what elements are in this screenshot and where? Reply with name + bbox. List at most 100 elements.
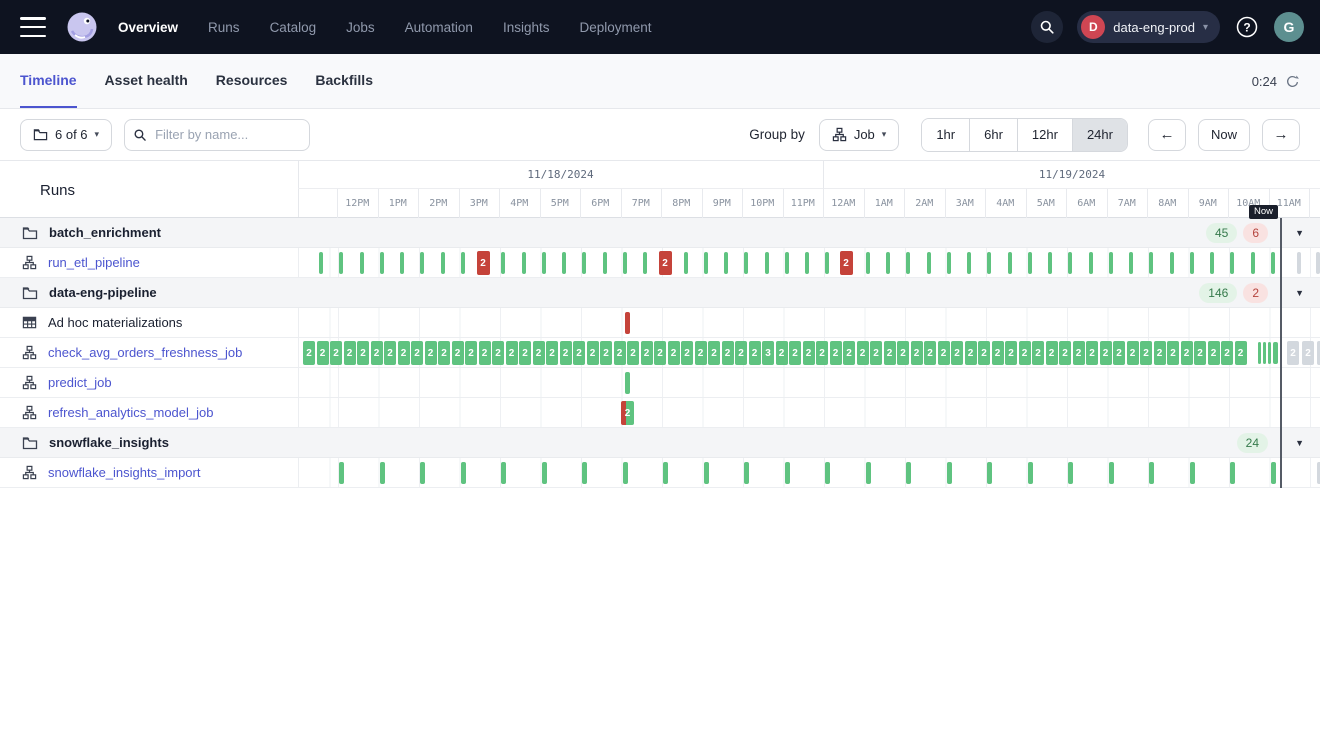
success-run-bar[interactable] bbox=[946, 252, 951, 274]
success-run-bar[interactable]: 2 bbox=[316, 341, 329, 365]
success-run-bar[interactable] bbox=[1189, 252, 1194, 274]
success-run-bar[interactable]: 2 bbox=[708, 341, 720, 365]
success-run-bar[interactable] bbox=[622, 252, 627, 274]
success-run-bar[interactable] bbox=[1169, 252, 1174, 274]
failure-run-bar[interactable]: 2 bbox=[476, 251, 490, 275]
success-run-bar[interactable]: 2 bbox=[870, 341, 882, 365]
success-run-bar[interactable]: 2 bbox=[667, 341, 680, 365]
success-run-bar[interactable]: 2 bbox=[1207, 341, 1220, 365]
success-run-bar[interactable]: 2 bbox=[748, 341, 761, 365]
success-run-bar[interactable] bbox=[541, 252, 546, 274]
tab-resources[interactable]: Resources bbox=[215, 72, 288, 88]
success-run-bar[interactable] bbox=[1027, 252, 1032, 274]
job-name-link[interactable]: run_etl_pipeline bbox=[48, 255, 140, 270]
success-run-bar[interactable] bbox=[1149, 462, 1154, 484]
success-run-bar[interactable] bbox=[1048, 252, 1052, 274]
success-run-bar[interactable]: 2 bbox=[600, 341, 612, 365]
workspace-selector[interactable]: D data-eng-prod ▾ bbox=[1077, 11, 1220, 43]
success-run-bar[interactable]: 2 bbox=[856, 341, 869, 365]
user-avatar[interactable]: G bbox=[1274, 12, 1304, 42]
success-run-bar[interactable]: 2 bbox=[1086, 341, 1098, 365]
success-run-bar[interactable]: 2 bbox=[654, 341, 666, 365]
success-run-bar[interactable]: 2 bbox=[924, 341, 936, 365]
success-run-bar[interactable]: 2 bbox=[775, 341, 788, 365]
scheduled-run-bar[interactable]: 2 bbox=[1302, 341, 1314, 365]
success-run-bar[interactable]: 2 bbox=[438, 341, 450, 365]
success-run-bar[interactable] bbox=[1068, 252, 1073, 274]
success-run-bar[interactable]: 2 bbox=[330, 341, 342, 365]
success-run-bar[interactable]: 2 bbox=[1180, 341, 1193, 365]
nav-item-runs[interactable]: Runs bbox=[208, 19, 240, 35]
success-run-bar[interactable] bbox=[379, 252, 384, 274]
success-run-bar[interactable]: 2 bbox=[789, 341, 801, 365]
success-run-bar[interactable] bbox=[1250, 252, 1255, 274]
success-run-bar[interactable]: 2 bbox=[303, 341, 315, 365]
scheduled-run-bar[interactable] bbox=[1316, 252, 1320, 274]
nav-item-deployment[interactable]: Deployment bbox=[579, 19, 652, 35]
success-run-bar[interactable]: 2 bbox=[1221, 341, 1233, 365]
success-run-bar[interactable]: 2 bbox=[802, 341, 815, 365]
expand-chevron-icon[interactable]: ▼ bbox=[1295, 227, 1304, 238]
success-run-bar[interactable] bbox=[625, 372, 630, 394]
success-run-bar[interactable] bbox=[359, 252, 364, 274]
success-run-bar[interactable] bbox=[784, 462, 790, 484]
success-run-bar[interactable] bbox=[906, 252, 911, 274]
success-run-bar[interactable] bbox=[1230, 252, 1235, 274]
refresh-icon[interactable] bbox=[1285, 74, 1300, 89]
success-run-bar[interactable] bbox=[1027, 462, 1033, 484]
success-run-bar[interactable]: 2 bbox=[613, 341, 626, 365]
success-run-bar[interactable]: 2 bbox=[1005, 341, 1017, 365]
failure-run-bar[interactable] bbox=[625, 312, 630, 334]
success-run-bar[interactable]: 2 bbox=[1113, 341, 1125, 365]
success-run-bar[interactable]: 2 bbox=[1045, 341, 1058, 365]
success-run-bar[interactable] bbox=[1068, 462, 1073, 484]
range-12hr[interactable]: 12hr bbox=[1016, 118, 1072, 151]
success-run-bar[interactable] bbox=[946, 462, 952, 484]
success-run-bar[interactable]: 2 bbox=[816, 341, 828, 365]
success-run-bar[interactable] bbox=[1273, 342, 1278, 364]
success-run-bar[interactable] bbox=[643, 252, 647, 274]
success-run-bar[interactable] bbox=[825, 462, 830, 484]
success-run-bar[interactable]: 2 bbox=[937, 341, 950, 365]
success-run-bar[interactable]: 3 bbox=[762, 341, 774, 365]
success-run-bar[interactable] bbox=[379, 462, 385, 484]
success-run-bar[interactable]: 2 bbox=[1234, 341, 1247, 365]
success-run-bar[interactable] bbox=[926, 252, 931, 274]
success-run-bar[interactable] bbox=[886, 252, 890, 274]
success-run-bar[interactable]: 2 bbox=[694, 341, 707, 365]
success-run-bar[interactable] bbox=[339, 252, 344, 274]
success-run-bar[interactable]: 2 bbox=[411, 341, 423, 365]
success-run-bar[interactable] bbox=[663, 462, 668, 484]
job-name-link[interactable]: check_avg_orders_freshness_job bbox=[48, 345, 243, 360]
success-run-bar[interactable] bbox=[541, 462, 547, 484]
group-row[interactable]: data-eng-pipeline 146 2 ▼ bbox=[0, 278, 1320, 308]
nav-item-catalog[interactable]: Catalog bbox=[269, 19, 317, 35]
success-run-bar[interactable]: 2 bbox=[451, 341, 464, 365]
success-run-bar[interactable]: 2 bbox=[357, 341, 369, 365]
success-run-bar[interactable] bbox=[744, 252, 749, 274]
success-run-bar[interactable] bbox=[1149, 252, 1154, 274]
success-run-bar[interactable]: 2 bbox=[883, 341, 896, 365]
success-run-bar[interactable] bbox=[521, 252, 526, 274]
tab-timeline[interactable]: Timeline bbox=[20, 54, 77, 108]
success-run-bar[interactable] bbox=[764, 252, 769, 274]
success-run-bar[interactable] bbox=[1007, 252, 1012, 274]
success-run-bar[interactable] bbox=[865, 252, 870, 274]
success-run-bar[interactable] bbox=[582, 462, 587, 484]
success-run-bar[interactable]: 2 bbox=[532, 341, 545, 365]
success-run-bar[interactable]: 2 bbox=[343, 341, 356, 365]
success-run-bar[interactable]: 2 bbox=[1167, 341, 1179, 365]
range-6hr[interactable]: 6hr bbox=[969, 118, 1017, 151]
success-run-bar[interactable]: 2 bbox=[735, 341, 747, 365]
success-run-bar[interactable]: 2 bbox=[1059, 341, 1071, 365]
help-button[interactable]: ? bbox=[1234, 14, 1260, 40]
success-run-bar[interactable]: 2 bbox=[559, 341, 572, 365]
expand-chevron-icon[interactable]: ▼ bbox=[1295, 287, 1304, 298]
nav-item-automation[interactable]: Automation bbox=[404, 19, 473, 35]
success-run-bar[interactable] bbox=[1129, 252, 1133, 274]
search-button[interactable] bbox=[1031, 11, 1064, 43]
success-run-bar[interactable] bbox=[805, 252, 809, 274]
success-run-bar[interactable] bbox=[825, 252, 830, 274]
success-run-bar[interactable] bbox=[602, 252, 607, 274]
success-run-bar[interactable] bbox=[1258, 342, 1261, 364]
